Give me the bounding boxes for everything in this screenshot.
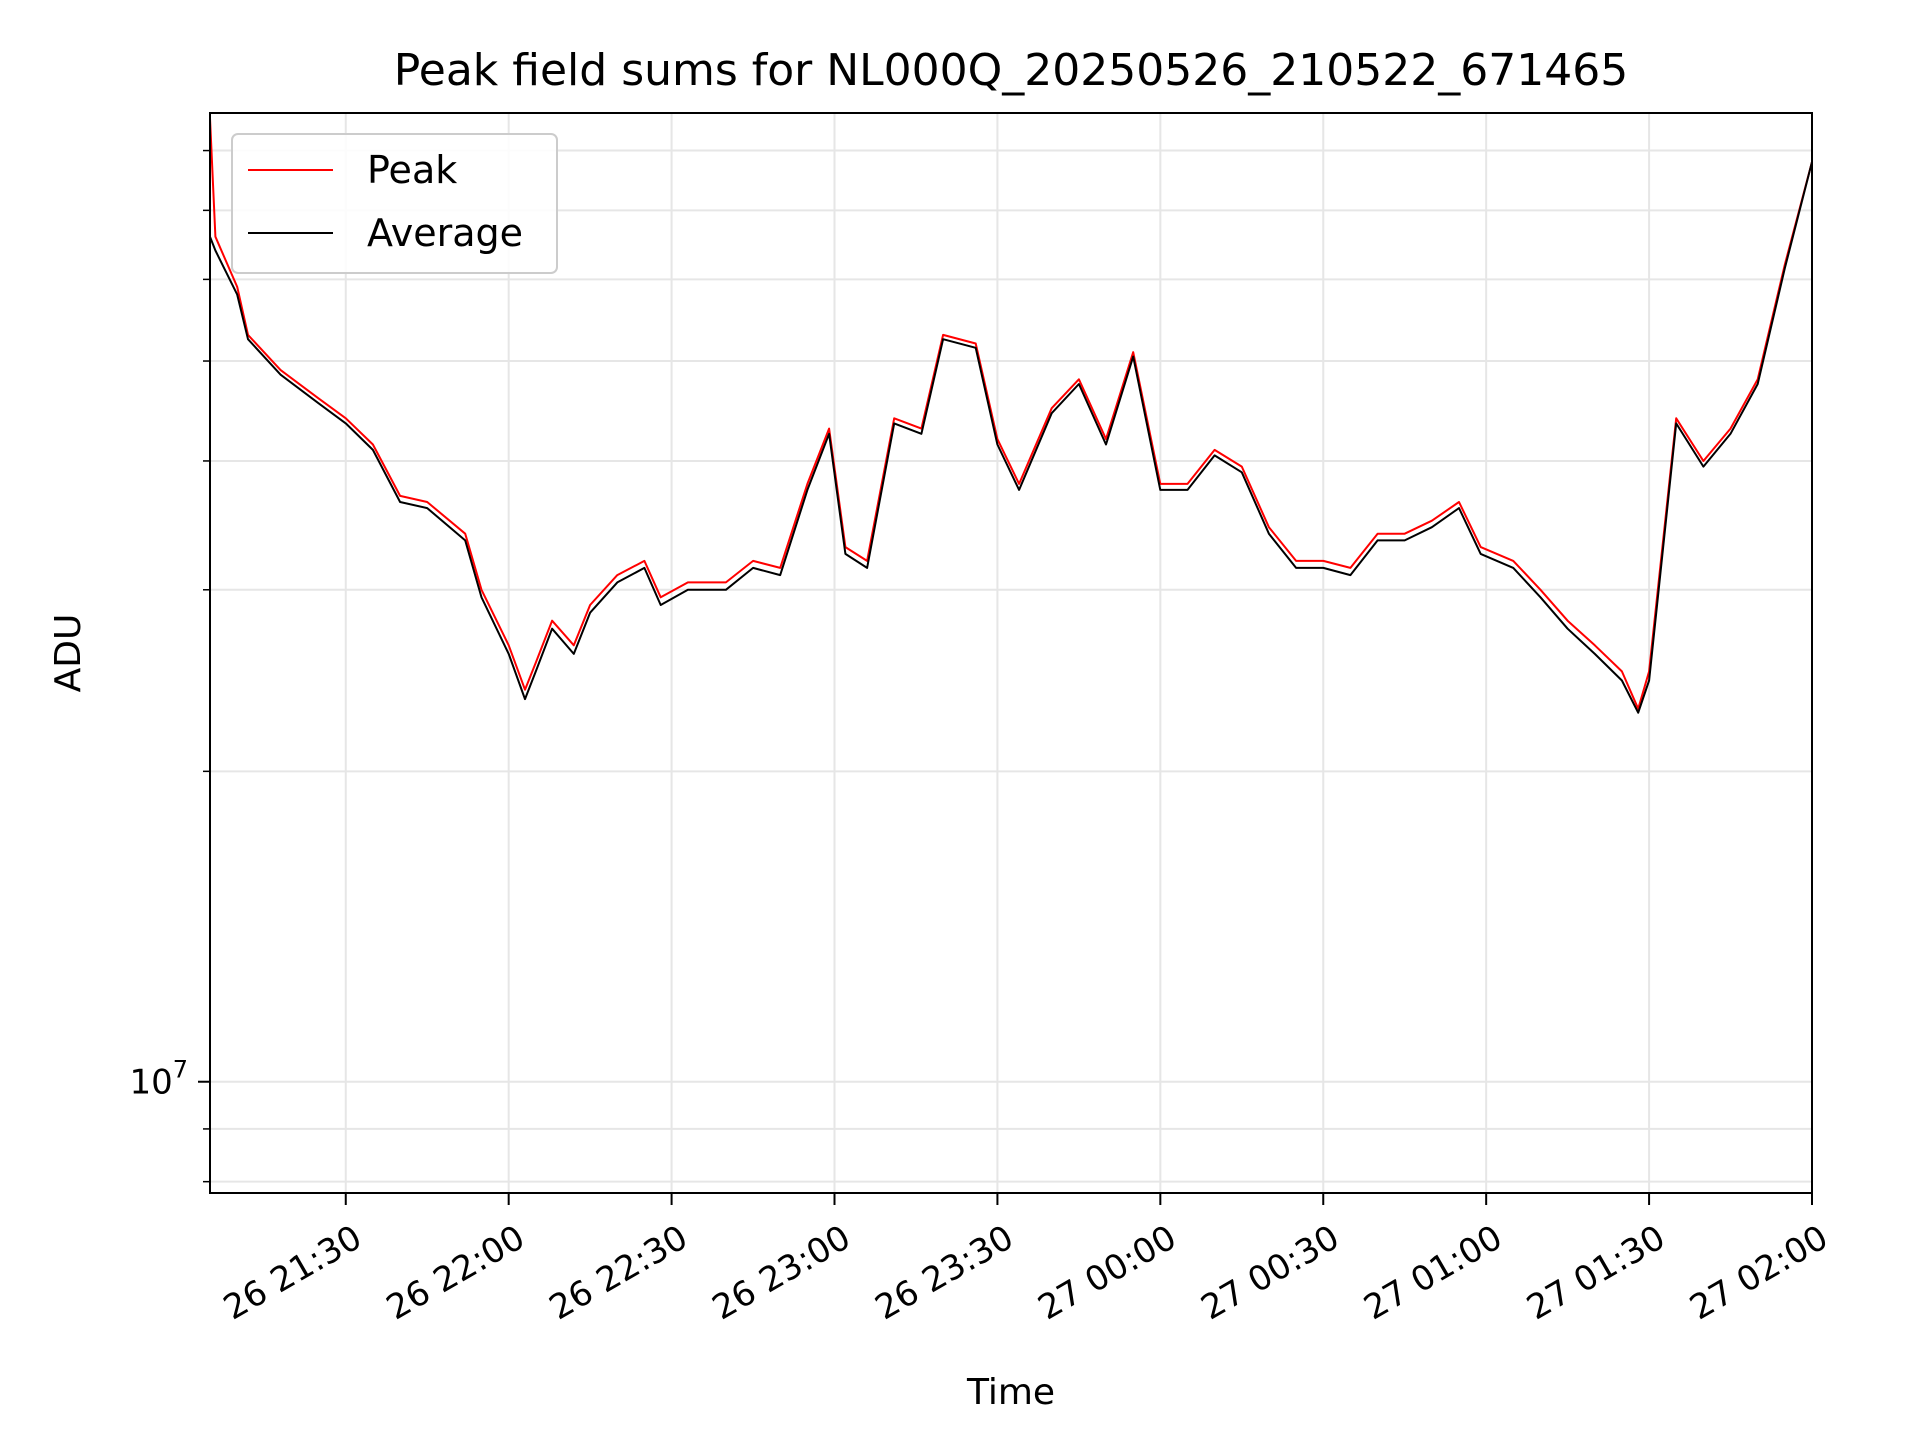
legend-box: [231, 133, 558, 274]
legend-label-average: Average: [367, 211, 523, 255]
series-layer: [209, 118, 1813, 714]
plot-frame: [209, 112, 1813, 1194]
y-tick-label: 107: [129, 1056, 188, 1103]
y-axis-label: ADU: [48, 614, 89, 693]
series-line-average: [209, 161, 1813, 714]
chart-title: Peak field sums for NL000Q_20250526_2105…: [394, 45, 1628, 96]
legend-label-peak: Peak: [367, 148, 457, 192]
x-axis-label: Time: [966, 1372, 1055, 1413]
series-line-peak: [209, 118, 1813, 710]
legend: Peak Average: [231, 133, 558, 274]
